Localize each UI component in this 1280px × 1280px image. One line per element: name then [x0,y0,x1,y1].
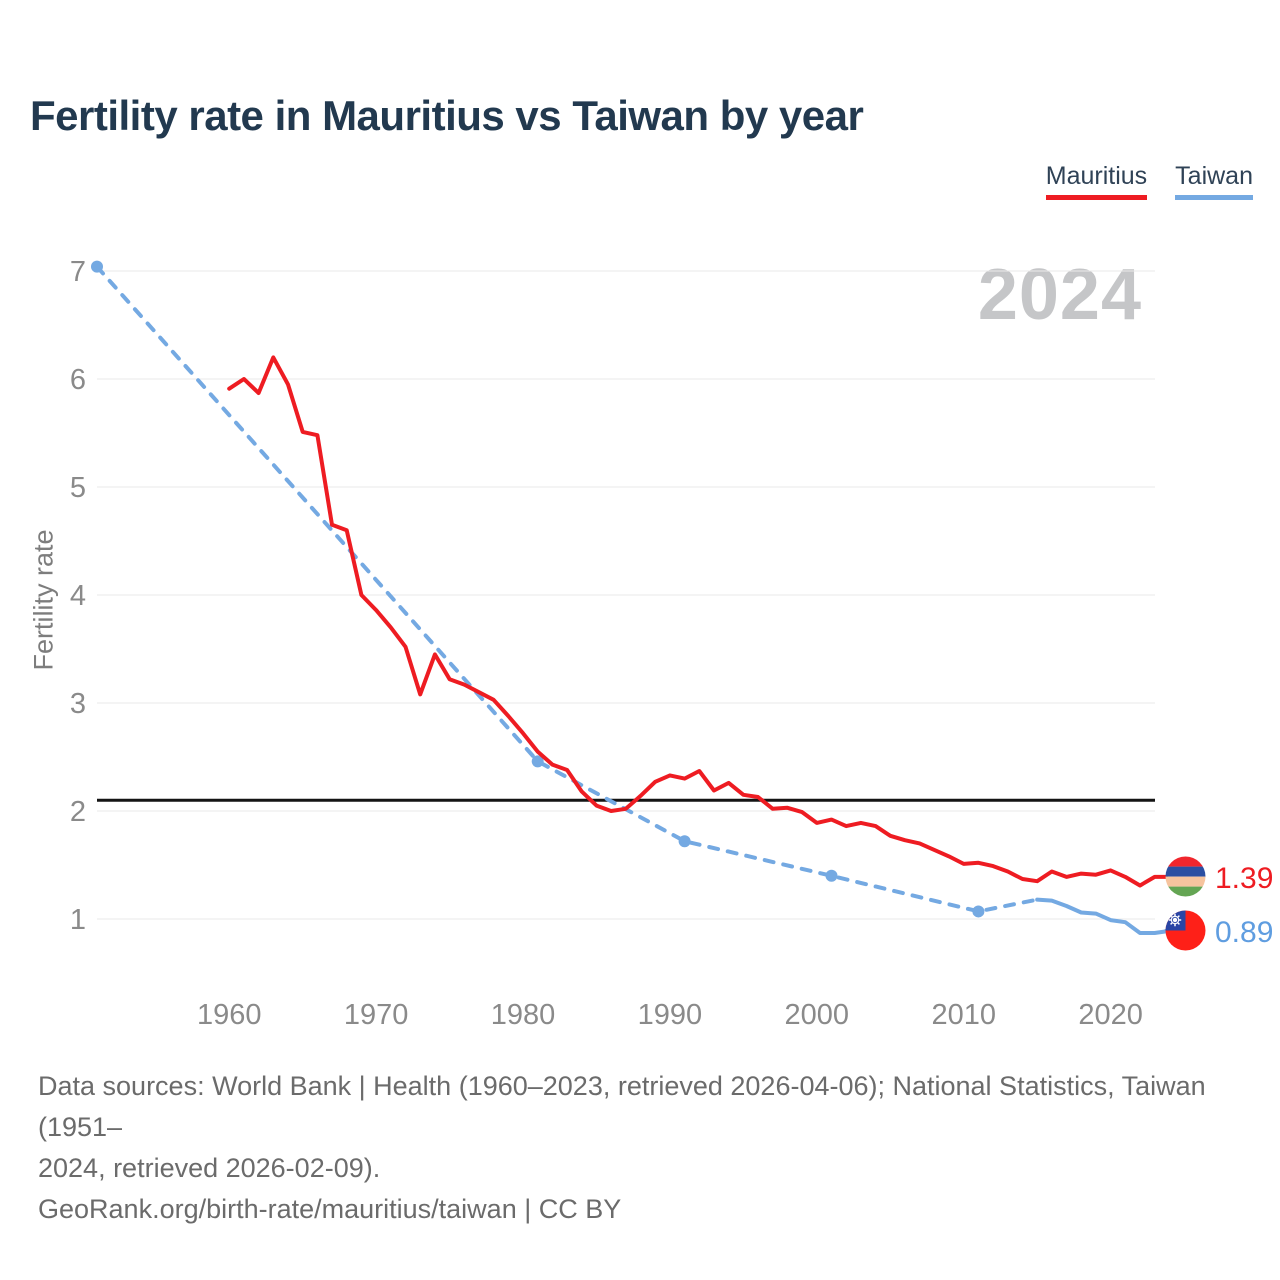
watermark-year: 2024 [977,255,1142,335]
y-axis-title: Fertility rate [28,529,59,671]
y-tick-label: 4 [70,580,86,612]
legend: Mauritius Taiwan [1045,162,1253,200]
y-tick-label: 3 [70,688,86,720]
x-tick-label: 1970 [344,999,409,1031]
footer-attribution: GeoRank.org/birth-rate/mauritius/taiwan … [38,1194,622,1224]
y-tick-label: 6 [70,364,86,396]
x-tick-label: 2010 [931,999,996,1031]
legend-item-mauritius[interactable]: Mauritius [1045,162,1148,200]
taiwan-latest-value: 0.89 [1215,916,1274,949]
x-tick-label: 1980 [491,999,556,1031]
page-title: Fertility rate in Mauritius vs Taiwan by… [30,92,864,139]
y-tick-label: 1 [70,904,86,936]
footer-sources-line-2: 2024, retrieved 2026-02-09). [38,1153,381,1183]
legend-item-taiwan[interactable]: Taiwan [1175,162,1253,200]
taiwan-flag-icon [1165,910,1206,956]
footer: Data sources: World Bank | Health (1960–… [38,1066,1258,1230]
x-tick-label: 2000 [785,999,850,1031]
x-tick-label: 2020 [1078,999,1143,1031]
mauritius-flag-icon [1165,856,1206,902]
y-tick-label: 2 [70,796,86,828]
x-tick-label: 1960 [197,999,262,1031]
x-tick-label: 1990 [638,999,703,1031]
end-label-taiwan: 0.89 [1165,910,1273,956]
end-label-mauritius: 1.39 [1165,856,1273,902]
mauritius-latest-value: 1.39 [1215,862,1274,895]
y-tick-label: 5 [70,472,86,504]
footer-sources-line-1: Data sources: World Bank | Health (1960–… [38,1071,1206,1142]
y-tick-label: 7 [70,256,86,288]
